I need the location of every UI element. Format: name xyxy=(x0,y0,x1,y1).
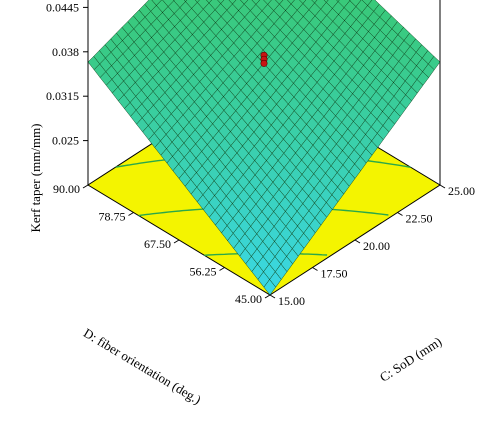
x-tick-label-4: 25.00 xyxy=(448,184,475,198)
z-tick-label-2: 0.038 xyxy=(52,45,79,59)
surface-cell xyxy=(263,279,276,296)
z-axis-label: Kerf taper (mm/mm) xyxy=(28,123,43,232)
z-tick-label-1: 0.0315 xyxy=(46,89,79,103)
x-tick-label-0: 15.00 xyxy=(278,294,305,308)
y-tick-label-0: 45.00 xyxy=(235,292,262,306)
x-tick-mark-4 xyxy=(439,184,446,189)
design-points xyxy=(260,51,268,67)
x-tick-mark-1 xyxy=(312,267,318,271)
x-tick-label-1: 17.50 xyxy=(321,267,348,281)
surface-cell xyxy=(183,0,188,2)
x-tick-mark-0 xyxy=(269,294,276,299)
surface-cell xyxy=(323,0,329,3)
surface-cell xyxy=(228,0,237,5)
x-tick-label-2: 20.00 xyxy=(363,239,390,253)
x-axis-label: C: SoD (mm) xyxy=(377,334,445,385)
surface-cell xyxy=(194,0,200,3)
back-walls-outline xyxy=(87,0,441,185)
surface-cell xyxy=(299,0,307,4)
surface-cell xyxy=(336,0,340,2)
y-tick-mark-3 xyxy=(128,212,134,216)
z-tick-label-0: 0.025 xyxy=(52,134,79,148)
x-tick-label-3: 22.50 xyxy=(406,212,433,226)
surface-cell xyxy=(205,0,213,4)
z-tick-label-3: 0.0445 xyxy=(46,0,79,14)
y-tick-label-3: 78.75 xyxy=(99,210,126,224)
surface-cell xyxy=(217,0,225,4)
surface-cell xyxy=(286,0,295,5)
response-surface xyxy=(87,0,441,296)
design-point-2 xyxy=(260,59,268,67)
y-tick-mark-2 xyxy=(173,239,180,244)
x-tick-mark-3 xyxy=(397,212,403,216)
y-tick-label-4: 90.00 xyxy=(53,182,80,196)
surface-cell xyxy=(311,0,318,4)
y-tick-mark-0 xyxy=(264,294,271,299)
x-tick-mark-2 xyxy=(354,239,361,244)
y-tick-mark-4 xyxy=(82,184,89,189)
y-tick-mark-1 xyxy=(219,267,225,271)
surface-cell xyxy=(239,0,249,5)
y-tick-label-2: 67.50 xyxy=(144,237,171,251)
y-tick-label-1: 56.25 xyxy=(190,265,217,279)
y-axis-label: D: fiber orientation (deg.) xyxy=(81,325,204,407)
